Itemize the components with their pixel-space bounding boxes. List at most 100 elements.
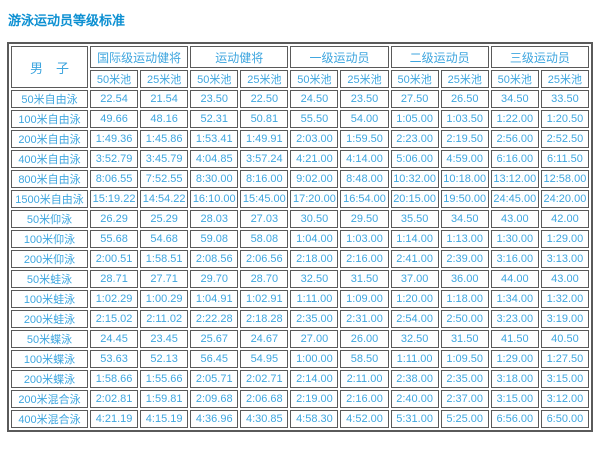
time-cell: 27.50	[390, 90, 439, 108]
table-body: 50米自由泳 22.54 21.54 23.50 22.50 24.50 23.50 27.5…	[11, 90, 589, 428]
time-cell: 3:15.00	[540, 370, 589, 388]
time-cell: 52.13	[140, 350, 189, 368]
time-cell: 54.00	[340, 110, 389, 128]
time-cell: 2:18.00	[290, 250, 339, 268]
time-cell: 2:38.00	[390, 370, 439, 388]
time-cell: 49.66	[90, 110, 139, 128]
pool-header-50m: 50米池	[490, 70, 539, 88]
group-header-level-1: 运动健将	[190, 46, 289, 68]
time-cell: 42.00	[540, 210, 589, 228]
time-cell: 35.50	[390, 210, 439, 228]
time-cell: 24.45	[90, 330, 139, 348]
time-cell: 3:57.24	[240, 150, 289, 168]
time-cell: 6:11.50	[540, 150, 589, 168]
table-row: 200米蝶泳 1:58.66 1:55.66 2:05.71 2:02.71 2:14.0…	[11, 370, 589, 388]
time-cell: 1:05.00	[390, 110, 439, 128]
time-cell: 4:36.96	[190, 410, 239, 428]
time-cell: 1:20.00	[390, 290, 439, 308]
table-row: 100米蝶泳 53.63 52.13 56.45 54.95 1:00.00 58.50 1:…	[11, 350, 589, 368]
time-cell: 4:59.00	[440, 150, 489, 168]
time-cell: 48.16	[140, 110, 189, 128]
time-cell: 58.08	[240, 230, 289, 248]
page-title: 游泳运动员等级标准	[8, 13, 126, 28]
time-cell: 50.81	[240, 110, 289, 128]
table-row: 200米蛙泳 2:15.02 2:11.02 2:22.28 2:18.28 2:35.0…	[11, 310, 589, 328]
time-cell: 2:22.28	[190, 310, 239, 328]
time-cell: 28.71	[90, 270, 139, 288]
time-cell: 3:12.00	[540, 390, 589, 408]
time-cell: 1:55.66	[140, 370, 189, 388]
time-cell: 2:16.00	[340, 250, 389, 268]
group-header-level-3: 二级运动员	[390, 46, 489, 68]
time-cell: 6:50.00	[540, 410, 589, 428]
time-cell: 1:22.00	[490, 110, 539, 128]
table-row: 50米蛙泳 28.71 27.71 29.70 28.70 32.50 31.50 37.00…	[11, 270, 589, 288]
time-cell: 2:05.71	[190, 370, 239, 388]
time-cell: 21.54	[140, 90, 189, 108]
table-row: 100米自由泳 49.66 48.16 52.31 50.81 55.50 54.00 1:0…	[11, 110, 589, 128]
time-cell: 1:29.00	[490, 350, 539, 368]
event-label: 200米自由泳	[11, 130, 88, 148]
time-cell: 2:14.00	[290, 370, 339, 388]
group-header-level-0: 国际级运动健将	[90, 46, 189, 68]
time-cell: 24.67	[240, 330, 289, 348]
table-row: 200米仰泳 2:00.51 1:58.51 2:08.56 2:06.56 2:18.0…	[11, 250, 589, 268]
pool-header-50m: 50米池	[390, 70, 439, 88]
time-cell: 54.68	[140, 230, 189, 248]
time-cell: 27.03	[240, 210, 289, 228]
time-cell: 52.31	[190, 110, 239, 128]
time-cell: 2:31.00	[340, 310, 389, 328]
time-cell: 2:00.51	[90, 250, 139, 268]
time-cell: 1:04.91	[190, 290, 239, 308]
time-cell: 2:02.71	[240, 370, 289, 388]
table-row: 400米混合泳 4:21.19 4:15.19 4:36.96 4:30.85 4:58.…	[11, 410, 589, 428]
time-cell: 43.00	[540, 270, 589, 288]
time-cell: 53.63	[90, 350, 139, 368]
time-cell: 3:18.00	[490, 370, 539, 388]
time-cell: 16:54.00	[340, 190, 389, 208]
time-cell: 34.50	[490, 90, 539, 108]
time-cell: 1:45.86	[140, 130, 189, 148]
time-cell: 25.67	[190, 330, 239, 348]
time-cell: 7:52.55	[140, 170, 189, 188]
table-row: 400米自由泳 3:52.79 3:45.79 4:04.85 3:57.24 4:21.…	[11, 150, 589, 168]
time-cell: 2:06.56	[240, 250, 289, 268]
time-cell: 3:15.00	[490, 390, 539, 408]
table-row: 100米仰泳 55.68 54.68 59.08 58.08 1:04.00 1:03.00…	[11, 230, 589, 248]
time-cell: 24:20.00	[540, 190, 589, 208]
table-row: 100米蛙泳 1:02.29 1:00.29 1:04.91 1:02.91 1:11.0…	[11, 290, 589, 308]
time-cell: 5:31.00	[390, 410, 439, 428]
time-cell: 2:19.00	[290, 390, 339, 408]
time-cell: 37.00	[390, 270, 439, 288]
event-label: 200米蝶泳	[11, 370, 88, 388]
time-cell: 9:02.00	[290, 170, 339, 188]
swimming-standards-table: 男 子国际级运动健将 运动健将 一级运动员 二级运动员 三级运动员 50米池 25米池 50…	[7, 42, 593, 432]
time-cell: 3:16.00	[490, 250, 539, 268]
time-cell: 23.50	[190, 90, 239, 108]
time-cell: 4:21.00	[290, 150, 339, 168]
time-cell: 26.50	[440, 90, 489, 108]
pool-header-50m: 50米池	[290, 70, 339, 88]
time-cell: 8:16.00	[240, 170, 289, 188]
time-cell: 2:06.68	[240, 390, 289, 408]
event-label: 200米仰泳	[11, 250, 88, 268]
time-cell: 15:45.00	[240, 190, 289, 208]
time-cell: 31.50	[340, 270, 389, 288]
time-cell: 29.70	[190, 270, 239, 288]
event-label: 50米蛙泳	[11, 270, 88, 288]
time-cell: 15:19.22	[90, 190, 139, 208]
time-cell: 2:23.00	[390, 130, 439, 148]
time-cell: 10:18.00	[440, 170, 489, 188]
time-cell: 2:19.50	[440, 130, 489, 148]
time-cell: 25.29	[140, 210, 189, 228]
time-cell: 4:21.19	[90, 410, 139, 428]
time-cell: 3:45.79	[140, 150, 189, 168]
time-cell: 17:20.00	[290, 190, 339, 208]
table-row: 200米混合泳 2:02.81 1:59.81 2:09.68 2:06.68 2:19.…	[11, 390, 589, 408]
time-cell: 10:32.00	[390, 170, 439, 188]
time-cell: 23.50	[340, 90, 389, 108]
time-cell: 1:04.00	[290, 230, 339, 248]
time-cell: 1:02.91	[240, 290, 289, 308]
event-label: 800米自由泳	[11, 170, 88, 188]
group-header-level-4: 三级运动员	[490, 46, 589, 68]
